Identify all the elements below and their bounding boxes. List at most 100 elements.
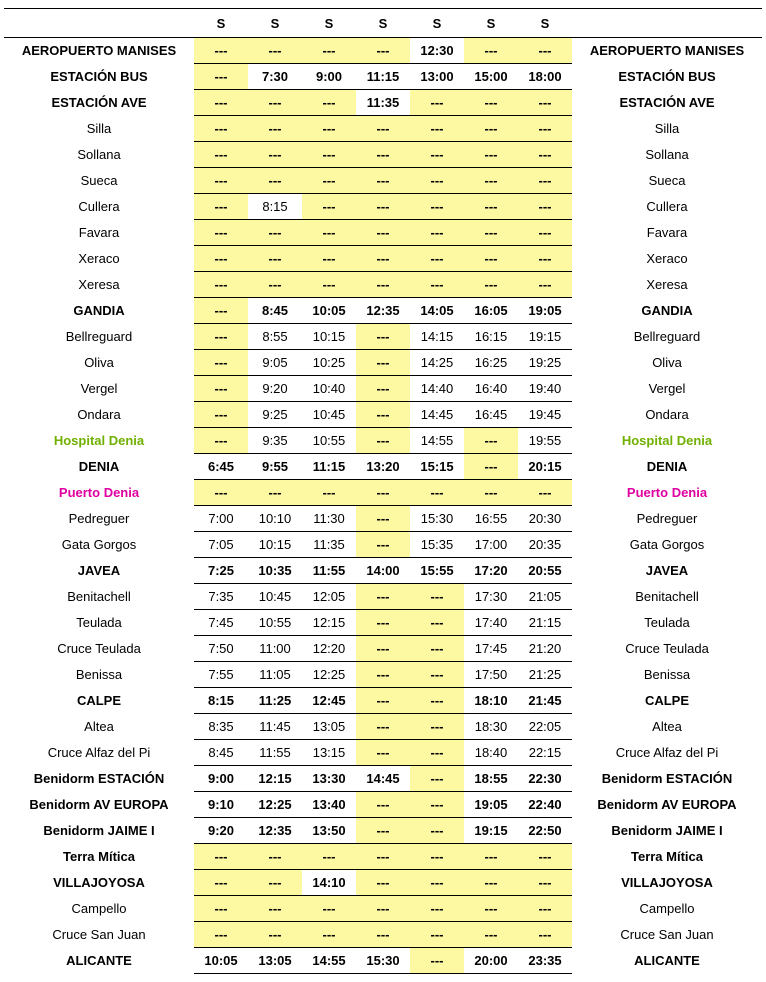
- time-cell: 19:05: [464, 791, 518, 817]
- time-cell: ---: [194, 115, 248, 141]
- time-cell: 16:40: [464, 375, 518, 401]
- stop-name-right: Cruce Teulada: [572, 635, 762, 661]
- time-cell: ---: [194, 141, 248, 167]
- header-blank-right: [572, 11, 762, 37]
- table-row: Benidorm JAIME I9:2012:3513:50------19:1…: [4, 817, 762, 843]
- time-cell: 11:55: [248, 739, 302, 765]
- time-cell: ---: [356, 219, 410, 245]
- time-cell: 16:05: [464, 297, 518, 323]
- time-cell: 22:50: [518, 817, 572, 843]
- time-cell: ---: [410, 817, 464, 843]
- stop-name-right: AEROPUERTO MANISES: [572, 37, 762, 63]
- time-cell: ---: [410, 635, 464, 661]
- time-cell: 13:00: [410, 63, 464, 89]
- time-cell: 12:45: [302, 687, 356, 713]
- time-cell: 12:20: [302, 635, 356, 661]
- time-cell: ---: [356, 427, 410, 453]
- table-row: JAVEA7:2510:3511:5514:0015:5517:2020:55J…: [4, 557, 762, 583]
- stop-name-right: ESTACIÓN AVE: [572, 89, 762, 115]
- time-cell: 17:40: [464, 609, 518, 635]
- time-cell: 10:25: [302, 349, 356, 375]
- time-cell: 15:15: [410, 453, 464, 479]
- time-cell: 9:35: [248, 427, 302, 453]
- time-cell: ---: [248, 219, 302, 245]
- time-cell: 11:35: [302, 531, 356, 557]
- time-cell: 10:15: [248, 531, 302, 557]
- time-cell: 14:55: [410, 427, 464, 453]
- time-cell: ---: [194, 63, 248, 89]
- time-cell: ---: [356, 531, 410, 557]
- time-cell: 22:05: [518, 713, 572, 739]
- time-cell: 18:00: [518, 63, 572, 89]
- stop-name-left: Benissa: [4, 661, 194, 687]
- stop-name-right: JAVEA: [572, 557, 762, 583]
- time-cell: ---: [410, 89, 464, 115]
- time-cell: ---: [194, 271, 248, 297]
- time-cell: 13:05: [302, 713, 356, 739]
- time-cell: ---: [302, 89, 356, 115]
- time-cell: 6:45: [194, 453, 248, 479]
- table-row: DENIA6:459:5511:1513:2015:15---20:15DENI…: [4, 453, 762, 479]
- time-cell: ---: [194, 89, 248, 115]
- stop-name-right: Vergel: [572, 375, 762, 401]
- table-row: Cullera---8:15---------------Cullera: [4, 193, 762, 219]
- time-cell: ---: [464, 921, 518, 947]
- time-cell: ---: [302, 921, 356, 947]
- time-cell: ---: [194, 219, 248, 245]
- time-cell: 21:25: [518, 661, 572, 687]
- table-row: Campello---------------------Campello: [4, 895, 762, 921]
- stop-name-right: Xeraco: [572, 245, 762, 271]
- time-cell: 8:15: [194, 687, 248, 713]
- time-cell: ---: [356, 687, 410, 713]
- time-cell: 18:40: [464, 739, 518, 765]
- time-cell: ---: [356, 609, 410, 635]
- top-rule: [4, 8, 762, 9]
- table-row: Xeresa---------------------Xeresa: [4, 271, 762, 297]
- table-row: Teulada7:4510:5512:15------17:4021:15Teu…: [4, 609, 762, 635]
- header-col: S: [356, 11, 410, 37]
- time-cell: ---: [518, 115, 572, 141]
- time-cell: ---: [410, 193, 464, 219]
- time-cell: ---: [410, 869, 464, 895]
- time-cell: ---: [410, 791, 464, 817]
- stop-name-right: Cruce San Juan: [572, 921, 762, 947]
- table-row: Benitachell7:3510:4512:05------17:3021:0…: [4, 583, 762, 609]
- time-cell: ---: [464, 245, 518, 271]
- time-cell: 11:25: [248, 687, 302, 713]
- time-cell: 19:40: [518, 375, 572, 401]
- table-row: Terra Mítica---------------------Terra M…: [4, 843, 762, 869]
- time-cell: 15:30: [356, 947, 410, 973]
- time-cell: 8:45: [194, 739, 248, 765]
- time-cell: 10:10: [248, 505, 302, 531]
- time-cell: ---: [194, 479, 248, 505]
- time-cell: ---: [410, 713, 464, 739]
- table-row: Sollana---------------------Sollana: [4, 141, 762, 167]
- time-cell: 7:00: [194, 505, 248, 531]
- time-cell: 16:45: [464, 401, 518, 427]
- time-cell: 7:35: [194, 583, 248, 609]
- table-row: VILLAJOYOSA------14:10------------VILLAJ…: [4, 869, 762, 895]
- time-cell: ---: [356, 115, 410, 141]
- time-cell: ---: [356, 739, 410, 765]
- time-cell: 17:20: [464, 557, 518, 583]
- table-row: AEROPUERTO MANISES------------12:30-----…: [4, 37, 762, 63]
- time-cell: 19:15: [464, 817, 518, 843]
- stop-name-left: DENIA: [4, 453, 194, 479]
- time-cell: ---: [464, 869, 518, 895]
- stop-name-right: CALPE: [572, 687, 762, 713]
- time-cell: 17:30: [464, 583, 518, 609]
- stop-name-left: Teulada: [4, 609, 194, 635]
- time-cell: 17:50: [464, 661, 518, 687]
- table-row: ESTACIÓN AVE---------11:35---------ESTAC…: [4, 89, 762, 115]
- time-cell: ---: [518, 843, 572, 869]
- time-cell: 9:10: [194, 791, 248, 817]
- time-cell: ---: [356, 921, 410, 947]
- time-cell: 10:45: [302, 401, 356, 427]
- stop-name-right: Bellreguard: [572, 323, 762, 349]
- time-cell: ---: [194, 323, 248, 349]
- time-cell: ---: [194, 401, 248, 427]
- table-row: Oliva---9:0510:25---14:2516:2519:25Oliva: [4, 349, 762, 375]
- stop-name-right: Benissa: [572, 661, 762, 687]
- table-row: Pedreguer7:0010:1011:30---15:3016:5520:3…: [4, 505, 762, 531]
- time-cell: ---: [356, 583, 410, 609]
